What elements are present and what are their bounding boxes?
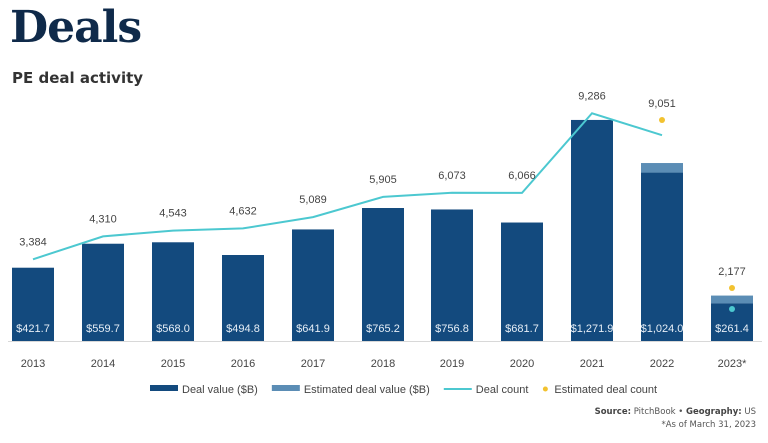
bar-value-label: $568.0: [156, 323, 190, 335]
bar-2019: [431, 209, 473, 341]
bar-value-label: $421.7: [16, 323, 50, 335]
bar-2022: [641, 172, 683, 341]
deal-count-label: 6,073: [438, 170, 466, 182]
estimated-count-label: 9,051: [648, 98, 676, 110]
estimated-count-label: 2,177: [718, 266, 746, 278]
legend-swatch: [542, 386, 548, 392]
deal-count-label: 5,089: [299, 194, 327, 206]
deal-count-line: [32, 112, 663, 261]
bar-value-label: $681.7: [505, 323, 539, 335]
x-tick-label: 2013: [21, 358, 45, 370]
deal-count-label: 9,286: [578, 90, 606, 102]
x-tick-label: 2020: [510, 358, 534, 370]
bar-2016: [222, 255, 264, 341]
page-title: Deals: [10, 2, 142, 53]
bar-2017: [292, 229, 334, 341]
bar-value-label: $1,024.0: [641, 323, 684, 335]
bar-value-label: $756.8: [435, 323, 469, 335]
bar-value-label: $765.2: [366, 323, 400, 335]
deal-count-point-2023: [729, 306, 735, 312]
estimated-count-dot: [729, 285, 735, 291]
deal-count-label: 6,066: [508, 170, 536, 182]
bar-value-label: $494.8: [226, 323, 260, 335]
bar-2013: [12, 267, 54, 341]
x-tick-label: 2016: [231, 358, 255, 370]
estimated-bar-2022: [641, 163, 683, 173]
legend-label: Estimated deal value ($B): [304, 384, 430, 396]
bar-2015: [152, 242, 194, 341]
separator: •: [678, 407, 684, 417]
x-tick-label: 2015: [161, 358, 185, 370]
geography-value: US: [744, 407, 756, 417]
legend-label: Deal count: [476, 384, 529, 396]
legend-label: Deal value ($B): [182, 384, 258, 396]
x-tick-label: 2017: [301, 358, 325, 370]
deal-count-label: 4,310: [89, 213, 117, 225]
as-of-note: *As of March 31, 2023: [661, 420, 756, 430]
x-tick-label: 2018: [371, 358, 395, 370]
source-label: Source:: [594, 407, 632, 417]
legend-swatch: [150, 385, 178, 391]
legend-label: Estimated deal count: [554, 384, 657, 396]
deal-count-label: 3,384: [19, 236, 47, 248]
deal-count-label: 4,543: [159, 208, 187, 220]
bar-2020: [501, 222, 543, 341]
x-tick-label: 2022: [650, 358, 674, 370]
x-tick-label: 2014: [91, 358, 115, 370]
bar-2018: [362, 208, 404, 341]
chart-subtitle: PE deal activity: [12, 69, 144, 87]
bar-value-label: $1,271.9: [571, 323, 614, 335]
bar-value-label: $261.4: [715, 323, 749, 335]
x-tick-label: 2023*: [718, 358, 747, 370]
legend-swatch: [271, 385, 300, 391]
deal-count-label: 4,632: [229, 205, 257, 217]
deal-count-label: 5,905: [369, 174, 397, 186]
estimated-count-dot: [659, 117, 665, 123]
bar-2021: [571, 119, 613, 341]
bar-value-label: $559.7: [86, 323, 120, 335]
bar-value-label: $641.9: [296, 323, 330, 335]
geography-label: Geography:: [686, 407, 742, 417]
bar-2014: [82, 243, 124, 341]
estimated-bar-2023*: [711, 295, 753, 304]
source-note: Source: PitchBook • Geography: US *As of…: [595, 406, 756, 432]
x-tick-label: 2021: [580, 358, 604, 370]
source-value: PitchBook: [633, 407, 676, 417]
x-tick-label: 2019: [440, 358, 464, 370]
